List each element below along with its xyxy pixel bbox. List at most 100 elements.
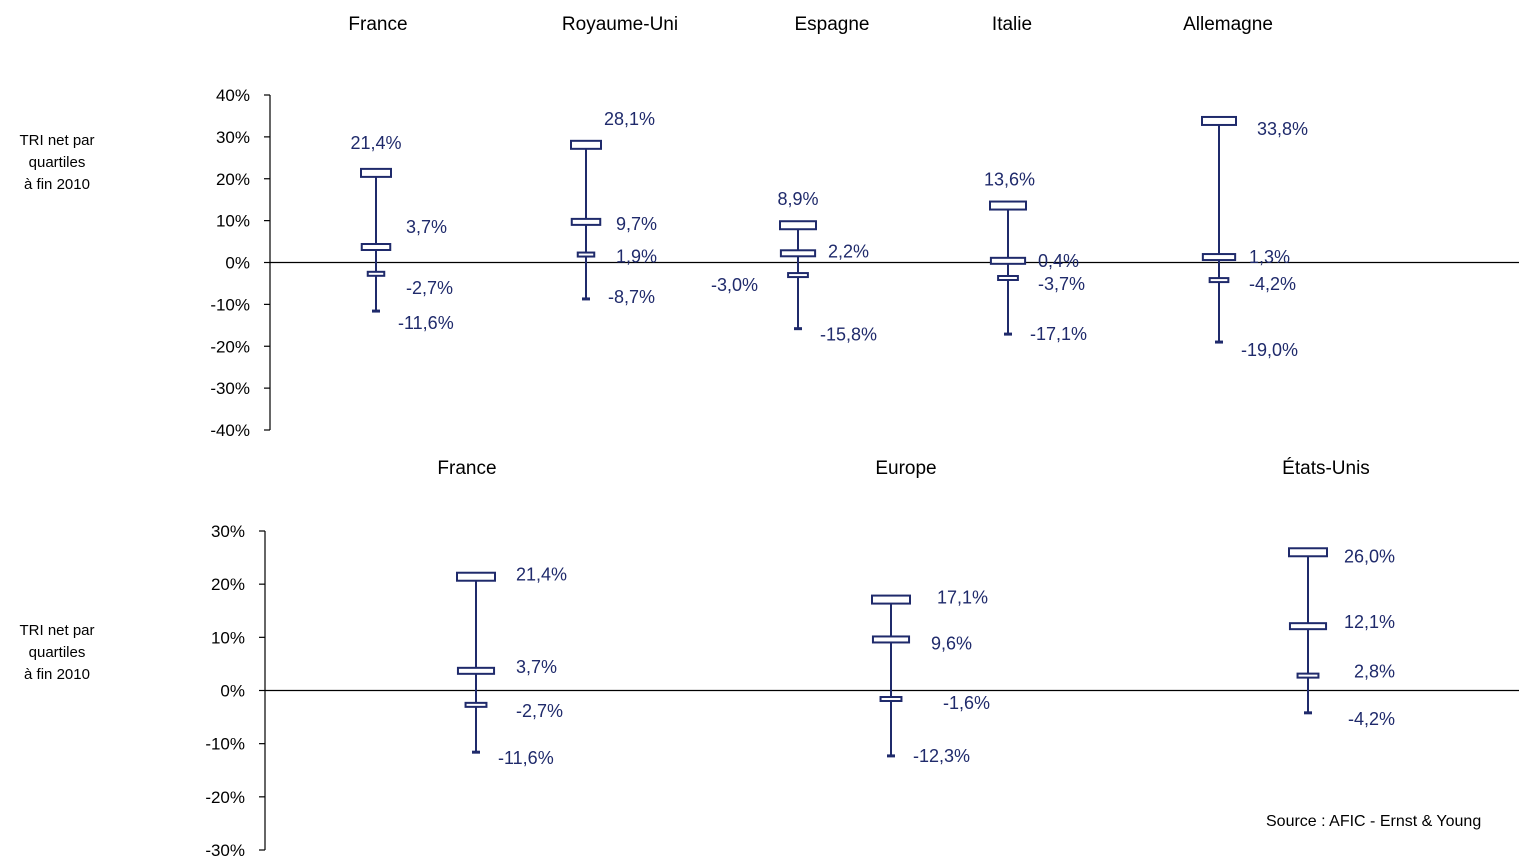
y-axis-title: TRI net par quartiles à fin 2010 <box>19 622 94 683</box>
series-europe: 17,1% 9,6% -1,6% -12,3% <box>871 588 990 766</box>
category-label: Italie <box>992 14 1032 35</box>
data-label: -11,6% <box>498 748 554 768</box>
quartile-mark <box>989 200 1027 211</box>
data-label: -19,0% <box>1241 340 1298 360</box>
quartile-mark <box>879 696 903 703</box>
quartile-mark <box>1288 547 1328 558</box>
quartile-mark <box>989 256 1027 265</box>
y-tick-label: 30% <box>216 128 250 147</box>
quartile-mark <box>570 217 602 226</box>
quartile-mark <box>360 243 392 252</box>
quartile-mark <box>372 309 380 313</box>
quartile-mark <box>1004 332 1012 336</box>
quartile-mark <box>871 594 911 605</box>
data-label: -4,2% <box>1348 709 1395 729</box>
category-label: Europe <box>875 458 936 479</box>
quartile-mark <box>1304 711 1312 715</box>
y-tick-label: -10% <box>205 735 245 754</box>
quartile-mark <box>779 220 817 231</box>
category-label: Royaume-Uni <box>562 14 678 35</box>
data-label: -12,3% <box>913 746 970 766</box>
y-tick-label: -20% <box>205 788 245 807</box>
quartile-mark <box>887 754 895 758</box>
data-label: 8,9% <box>777 189 818 209</box>
category-label: Allemagne <box>1183 14 1273 35</box>
quartile-mark <box>1215 340 1223 344</box>
data-label: 28,1% <box>604 109 655 129</box>
quartile-mark <box>794 327 802 331</box>
data-label: 1,3% <box>1249 247 1290 267</box>
data-label: 0,4% <box>1038 251 1079 271</box>
y-tick-label: 10% <box>211 628 245 647</box>
chart-panel-2: -30% -20% -10% 0% 10% 20% 30% TRI net par quarti… <box>19 458 1519 858</box>
y-tick-label: -40% <box>210 421 250 440</box>
y-tick-label: -30% <box>210 379 250 398</box>
series-france: 21,4% 3,7% -2,7% -11,6% <box>350 133 453 333</box>
category-label: États-Unis <box>1282 458 1370 479</box>
series-royaume-uni: 28,1% 9,7% 1,9% -8,7% <box>570 109 657 307</box>
data-label: 21,4% <box>350 133 401 153</box>
data-label: -2,7% <box>406 278 453 298</box>
data-label: -17,1% <box>1030 324 1087 344</box>
data-label: -15,8% <box>820 325 877 345</box>
data-label: 21,4% <box>516 565 567 585</box>
data-label: 13,6% <box>984 170 1035 190</box>
quartile-mark <box>582 297 590 301</box>
data-label: -3,0% <box>711 275 758 295</box>
data-label: 1,9% <box>616 247 657 267</box>
data-label: 3,7% <box>406 217 447 237</box>
quartile-mark <box>1288 622 1328 631</box>
quartile-mark <box>366 270 386 277</box>
series-espagne: 8,9% 2,2% -3,0% -15,8% <box>711 189 877 344</box>
category-label: France <box>437 458 496 479</box>
data-label: 12,1% <box>1344 612 1395 632</box>
quartile-mark <box>1208 277 1230 284</box>
series--tats-unis: 26,0% 12,1% 2,8% -4,2% <box>1288 546 1395 729</box>
quartile-mark <box>360 167 392 178</box>
data-label: -1,6% <box>943 693 990 713</box>
y-axis-title: TRI net par quartiles à fin 2010 <box>19 132 94 193</box>
data-label: 9,7% <box>616 214 657 234</box>
data-label: -11,6% <box>398 313 454 333</box>
y-tick-label: 20% <box>211 575 245 594</box>
quartile-mark <box>456 666 496 675</box>
series-france: 21,4% 3,7% -2,7% -11,6% <box>456 565 567 768</box>
y-tick-label: 10% <box>216 212 250 231</box>
y-tick-label: 20% <box>216 170 250 189</box>
series-allemagne: 33,8% 1,3% -4,2% -19,0% <box>1201 115 1308 360</box>
category-label: France <box>348 14 407 35</box>
data-label: -2,7% <box>516 701 563 721</box>
quartile-mark <box>456 571 496 582</box>
y-tick-label: -10% <box>210 295 250 314</box>
quartile-mark <box>787 272 809 279</box>
quartile-mark <box>1296 672 1320 679</box>
data-label: 3,7% <box>516 657 557 677</box>
chart-panel-1: -40% -30% -20% -10% 0% 10% 20% 30% 40% TRI net pa… <box>19 14 1519 440</box>
quartile-mark <box>1201 253 1237 262</box>
quartile-mark <box>871 635 911 644</box>
series-italie: 13,6% 0,4% -3,7% -17,1% <box>984 170 1087 345</box>
quartile-mark <box>570 139 602 150</box>
quartile-mark <box>1201 115 1237 126</box>
data-label: -8,7% <box>608 287 655 307</box>
y-tick-label: 0% <box>225 254 250 273</box>
y-tick-label: -30% <box>205 841 245 858</box>
data-label: 2,2% <box>828 241 869 261</box>
data-label: 33,8% <box>1257 119 1308 139</box>
y-tick-label: -20% <box>210 337 250 356</box>
data-label: 9,6% <box>931 633 972 653</box>
data-label: 26,0% <box>1344 546 1395 566</box>
source-note: Source : AFIC - Ernst & Young <box>1266 813 1481 830</box>
quartile-mark <box>472 750 480 754</box>
data-label: 17,1% <box>937 588 988 608</box>
quartile-mark <box>779 249 817 258</box>
y-tick-label: 40% <box>216 86 250 105</box>
quartile-mark <box>576 251 596 258</box>
data-label: 2,8% <box>1354 662 1395 682</box>
quartile-mark <box>464 701 488 708</box>
category-label: Espagne <box>794 14 869 35</box>
y-tick-label: 30% <box>211 522 245 541</box>
y-tick-label: 0% <box>220 682 245 701</box>
quartile-mark <box>997 274 1019 281</box>
